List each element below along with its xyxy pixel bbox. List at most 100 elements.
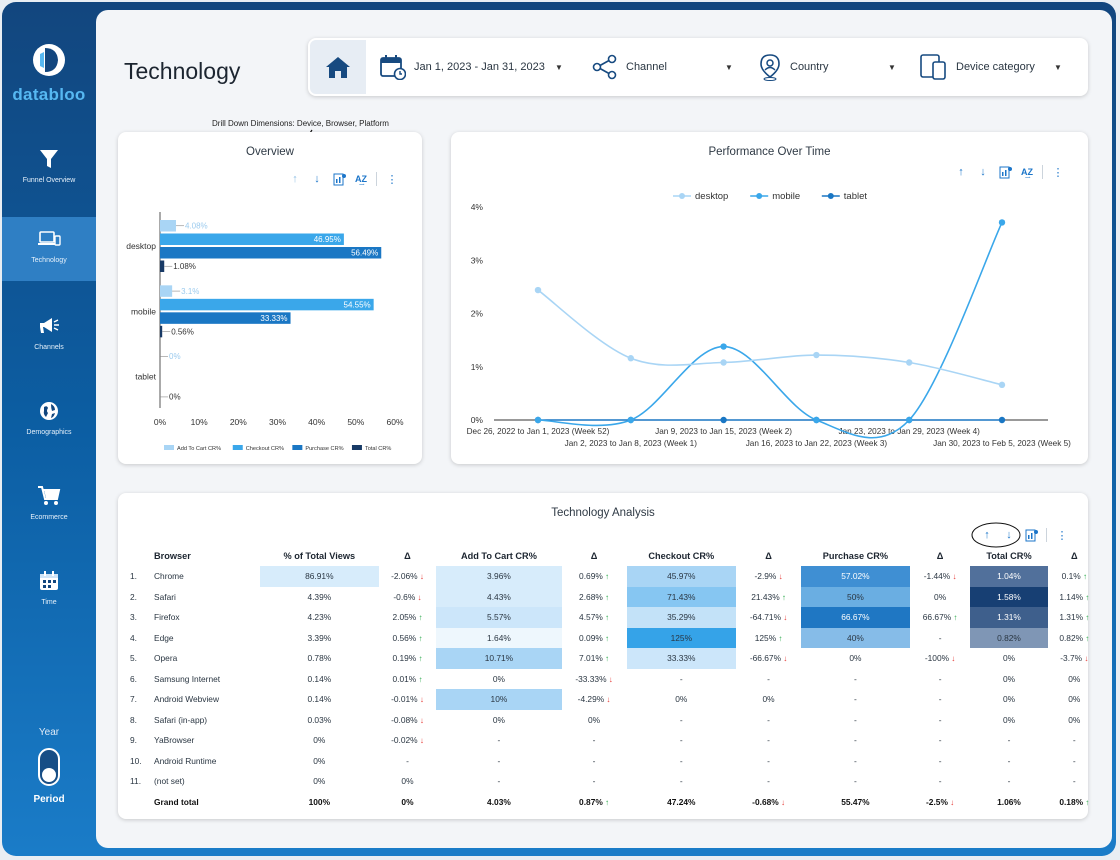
data-point [720,416,727,424]
sidebar-item-ecommerce[interactable]: Ecommerce [2,474,96,538]
sort-ascending-icon[interactable]: ↑ [984,529,990,541]
sort-az-icon[interactable]: A͢Z [1021,167,1033,177]
toolbar-divider [1046,528,1047,542]
purchase-delta: - [910,710,971,731]
analysis-toolbar: ↑ ↓ ⋮ [980,528,1069,542]
views-delta: -0.6% ↓ [379,587,437,608]
col-header-delta[interactable]: Δ [765,551,772,561]
table-row[interactable]: 6. Samsung Internet 0.14% 0.01% ↑ 0% -33.33% … [126,669,1101,690]
cell-value: - [1007,735,1011,746]
more-options-icon[interactable]: ⋮ [1052,166,1064,179]
cell-value: - [497,776,501,787]
legend-label: Total CR% [365,446,391,452]
table-row[interactable]: 4. Edge 3.39% 0.56% ↑ 1.64% 0.09% ↑ 125% 125% ↑… [126,627,1101,648]
table-row[interactable]: 10. Android Runtime 0% - - - - - - - - - [126,751,1101,772]
table-row[interactable]: 11. (not set) 0% 0% - - - - - - - - [126,771,1101,792]
date-range-filter[interactable]: Jan 1, 2023 - Jan 31, 2023 ▼ [380,38,570,96]
sort-descending-icon[interactable]: ↓ [1006,529,1012,541]
total-delta: - [1048,751,1101,772]
data-point [906,416,913,424]
legend-marker [756,193,763,199]
col-header-browser[interactable]: Browser [154,551,191,561]
sidebar-item-time[interactable]: Time [2,559,96,623]
home-button[interactable] [310,40,366,94]
col-header-purchase[interactable]: Purchase CR% [822,551,889,561]
period-toggle[interactable] [38,748,60,786]
cell-value: -0.01% [391,694,418,705]
sort-ascending-icon[interactable]: ↑ [292,173,298,185]
purchase-value: - [801,710,910,731]
col-header-delta[interactable]: Δ [936,551,944,561]
purchase-value: - [801,689,910,710]
x-tick-label: 30% [269,417,286,427]
table-row[interactable]: 8. Safari (in-app) 0.03% -0.08% ↓ 0% 0% - - - - 0%… [126,710,1101,731]
table-row[interactable]: 7. Android Webview 0.14% -0.01% ↓ 10% -4.29% … [126,689,1101,710]
col-header-views[interactable]: % of Total Views [283,551,356,561]
chart-settings-icon[interactable] [1024,528,1038,542]
cell-value: - [938,632,942,643]
col-header-rank [126,546,152,566]
databloo-logo-icon [33,44,65,76]
chart-settings-icon[interactable] [332,172,346,186]
sidebar-item-funnel-overview[interactable]: Funnel Overview [2,137,96,201]
col-header-delta[interactable]: Δ [1071,551,1078,561]
cell-value: - [938,735,942,746]
cell-value: - [767,755,770,766]
sort-ascending-icon[interactable]: ↑ [958,166,964,178]
brand-logo[interactable]: databloo [2,42,96,105]
legend-marker [827,193,834,199]
more-options-icon[interactable]: ⋮ [386,173,398,186]
table-row[interactable]: 3. Firefox 4.23% 2.05% ↑ 5.57% 4.57% ↑ 35.29% -… [126,607,1101,628]
chevron-down-icon: ▼ [888,62,896,72]
col-header-delta[interactable]: Δ [404,551,411,561]
cell-value: 1.31% [1059,612,1084,623]
cell-value: 9. [130,735,137,746]
col-header-delta[interactable]: Δ [590,551,598,561]
add-to-cart-delta: - [562,751,627,772]
sort-descending-icon[interactable]: ↓ [980,166,986,178]
x-tick-label: Jan 9, 2023 to Jan 15, 2023 (Week 2) [655,427,792,436]
sidebar-item-label: Funnel Overview [22,177,76,184]
checkout-delta: 21.43% ↑ [736,587,801,608]
country-filter[interactable]: Country ▼ [758,38,898,96]
brand-name: databloo [12,85,86,104]
arrow-down-icon: ↓ [604,695,611,705]
col-header-checkout[interactable]: Checkout CR% [648,551,715,561]
total-delta: 1.14% ↑ [1048,587,1101,608]
cell-value: - [938,694,942,705]
chart-settings-icon[interactable] [998,165,1012,179]
col-header-total[interactable]: Total CR% [986,551,1032,561]
cell-value: 0% [492,714,505,725]
sidebar-item-demographics[interactable]: Demographics [2,389,96,453]
add-to-cart-value: 4.03% [436,792,561,813]
views-value: 0.03% [260,710,379,731]
table-row[interactable]: 9. YaBrowser 0% -0.02% ↓ - - - - - - - - [126,730,1101,751]
row-number: 11. [126,771,152,792]
channel-filter[interactable]: Channel ▼ [592,38,733,96]
device-category-filter[interactable]: Device category ▼ [920,38,1070,96]
cell-value: - [767,714,770,725]
total-delta: 0% [1048,689,1101,710]
sidebar-item-channels[interactable]: Channels [2,304,96,368]
sort-az-icon[interactable]: A͢Z [355,174,367,184]
cell-value: 0% [1002,714,1016,725]
views-value: 0.14% [260,669,379,690]
sort-descending-icon[interactable]: ↓ [314,173,320,185]
total-value: 0% [970,669,1047,690]
drill-down-annotation: Drill Down Dimensions: Device, Browser, … [212,119,389,128]
col-header-add-to-cart[interactable]: Add To Cart CR% [460,551,537,561]
cell-value: Edge [154,632,174,643]
cart-icon [38,486,61,505]
more-options-icon[interactable]: ⋮ [1056,529,1068,542]
sidebar-item-technology[interactable]: Technology [2,217,96,281]
add-to-cart-delta: -33.33% ↓ [562,669,627,690]
total-value: 0% [970,710,1047,731]
table-row[interactable]: 2. Safari 4.39% -0.6% ↓ 4.43% 2.68% ↑ 71.43% 21… [126,586,1101,608]
cell-value: - [938,755,942,766]
cell-value: - [854,755,857,766]
table-row[interactable]: 5. Opera 0.78% 0.19% ↑ 10.71% 7.01% ↑ 33.33% -6… [126,648,1101,669]
views-delta: -0.02% ↓ [379,730,437,751]
arrow-up-icon: ↑ [776,633,783,643]
data-point [720,343,727,350]
table-row[interactable]: 1. Chrome 86.91% -2.06% ↓ 3.96% 0.69% ↑ 45.97%… [126,566,1101,587]
